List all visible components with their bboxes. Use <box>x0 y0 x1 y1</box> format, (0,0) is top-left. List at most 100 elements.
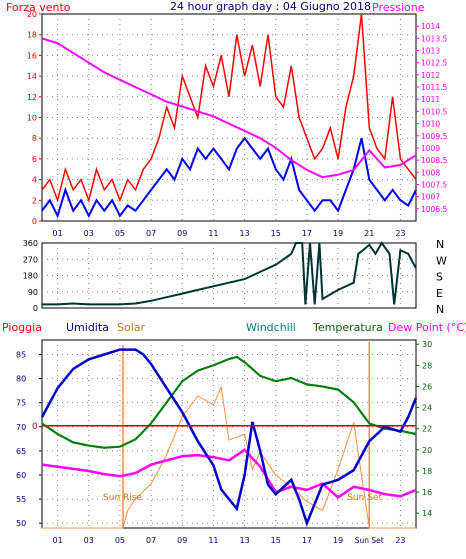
pressure-y-tick-label: 1010.5 <box>421 107 447 116</box>
label-pressione: Pressione <box>372 1 425 14</box>
sunrise-label: Sun Rise <box>103 493 142 503</box>
chart-title: 24 hour graph day : 04 Giugno 2018 <box>170 0 371 13</box>
atmospheric-x-tick-label: 11 <box>208 536 218 545</box>
pressure-y-tick-label: 1010 <box>421 120 440 129</box>
atmospheric-x-tick-label: Sun Set <box>355 536 384 545</box>
wind-y-tick-label: 6 <box>32 155 37 164</box>
direction-y-tick-label: 180 <box>23 272 38 281</box>
temperature-y-tick-label: 16 <box>422 488 432 497</box>
bottom-legend: Pioggia Umidita Solar Windchill Temperat… <box>2 321 466 334</box>
humidity-y-tick-label: 50 <box>16 519 26 528</box>
atmospheric-x-ticks: 01 03 05 07 09 11 13 15 17 19 Sun Set 23 <box>52 536 405 545</box>
humidity-y-tick-label: 55 <box>16 495 26 504</box>
wind-x-tick-label: 03 <box>84 229 94 238</box>
compass-letter: W <box>436 254 447 267</box>
wind-x-tick-label: 11 <box>208 229 218 238</box>
legend-temperatura: Temperatura <box>312 321 383 334</box>
atmospheric-plot-frame <box>41 339 417 529</box>
atmospheric-x-tick-label: 13 <box>239 536 249 545</box>
wind-y-tick-label: 14 <box>27 72 37 81</box>
humidity-y-tick-label: 85 <box>16 350 26 359</box>
pressure-y-tick-label: 1009.5 <box>421 132 447 141</box>
pressure-y-tick-label: 1012.5 <box>421 59 447 68</box>
pressure-series <box>41 37 417 179</box>
pressure-y-tick-label: 1011.5 <box>421 83 447 92</box>
temperature-y-tick-label: 14 <box>422 509 432 518</box>
wind-x-tick-label: 15 <box>271 229 281 238</box>
humidity-y-tick-label: 80 <box>16 375 26 384</box>
dewpoint-series <box>41 448 417 499</box>
temperature-y-tick-label: 24 <box>422 404 432 413</box>
atmospheric-x-tick-label: 17 <box>302 536 312 545</box>
wind-x-tick-label: 13 <box>239 229 249 238</box>
wind-y-tick-label: 20 <box>27 10 37 19</box>
wind-x-tick-label: 07 <box>146 229 156 238</box>
temperature-y-tick-label: 28 <box>422 361 432 370</box>
legend-solar: Solar <box>117 321 146 334</box>
humidity-y-tick-label: 65 <box>16 447 26 456</box>
compass-letter: E <box>436 287 443 300</box>
temperature-y-tick-label: 22 <box>422 425 432 434</box>
temperature-y-ticks: 14 16 18 20 22 24 26 28 30 <box>416 340 432 518</box>
pressure-y-tick-label: 1008 <box>421 168 440 177</box>
atmospheric-x-tick-label: 01 <box>52 536 62 545</box>
wind-x-ticks: 01 03 05 07 09 11 13 15 17 19 21 23 <box>52 229 405 238</box>
pressure-y-tick-label: 1013.5 <box>421 34 447 43</box>
wind-y-tick-label: 18 <box>27 31 37 40</box>
pressure-y-tick-label: 1007 <box>421 193 440 202</box>
pressure-y-tick-label: 1011 <box>421 95 440 104</box>
atmospheric-x-tick-label: 19 <box>333 536 343 545</box>
wind-x-tick-label: 23 <box>395 229 405 238</box>
legend-dew-point: Dew Point (°C) <box>388 321 466 334</box>
direction-y-ticks: 0 90 180 270 360 <box>23 239 38 313</box>
pressure-y-tick-label: 1006.5 <box>421 205 447 214</box>
wind-y-tick-label: 12 <box>27 93 37 102</box>
humidity-y-ticks: 50 55 60 65 70 75 80 85 <box>16 350 42 528</box>
wind-x-tick-label: 17 <box>302 229 312 238</box>
sunset-label: Sun Set <box>347 493 382 503</box>
pressure-y-ticks: 1006.5 1007 1007.5 1008 1008.5 1009 1009.5 1010… <box>416 22 447 214</box>
atmospheric-x-tick-label: 09 <box>177 536 187 545</box>
wind-y-tick-label: 2 <box>32 196 37 205</box>
humidity-y-tick-label: 70 <box>16 423 26 432</box>
direction-y-tick-label: 0 <box>33 304 38 313</box>
wind-y-tick-label: 4 <box>32 176 37 185</box>
wind-x-tick-label: 19 <box>333 229 343 238</box>
direction-y-tick-label: 270 <box>23 255 38 264</box>
direction-plot-frame <box>41 242 417 309</box>
humidity-series <box>40 348 418 527</box>
wind-y-tick-label: 10 <box>27 114 37 123</box>
temperature-y-tick-label: 26 <box>422 382 432 391</box>
wind-y-tick-label: 16 <box>27 51 37 60</box>
atmospheric-panel: 50 55 60 65 70 75 80 85 14 16 18 20 22 24 26 28 30 01 03… <box>16 339 432 545</box>
wind-gust-series <box>41 13 417 203</box>
wind-x-tick-label: 21 <box>364 229 374 238</box>
humidity-y-tick-label: 75 <box>16 399 26 408</box>
direction-y-tick-label: 360 <box>23 239 38 248</box>
legend-umidita: Umidita <box>66 321 109 334</box>
pressure-y-tick-label: 1008.5 <box>421 156 447 165</box>
legend-windchill: Windchill <box>246 321 296 334</box>
temperature-y-tick-label: 30 <box>422 340 432 349</box>
pressure-y-tick-label: 1013 <box>421 47 440 56</box>
temperature-y-tick-label: 18 <box>422 467 432 476</box>
direction-y-tick-label: 90 <box>28 288 38 297</box>
atmospheric-x-tick-label: 07 <box>146 536 156 545</box>
legend-pioggia: Pioggia <box>2 321 42 334</box>
wind-y-tick-label: 8 <box>32 134 37 143</box>
atmospheric-x-tick-label: 23 <box>395 536 405 545</box>
pressure-y-tick-label: 1014 <box>421 22 440 31</box>
atmospheric-x-tick-label: 15 <box>271 536 281 545</box>
wind-x-tick-label: 05 <box>115 229 125 238</box>
temperature-y-tick-label: 20 <box>422 446 432 455</box>
pressure-y-tick-label: 1009 <box>421 144 440 153</box>
compass-letter: S <box>436 271 443 284</box>
rain-zero-label: 0 <box>32 422 38 432</box>
atmospheric-x-tick-label: 05 <box>115 536 125 545</box>
label-forza-vento: Forza vento <box>6 1 71 14</box>
wind-x-tick-label: 09 <box>177 229 187 238</box>
